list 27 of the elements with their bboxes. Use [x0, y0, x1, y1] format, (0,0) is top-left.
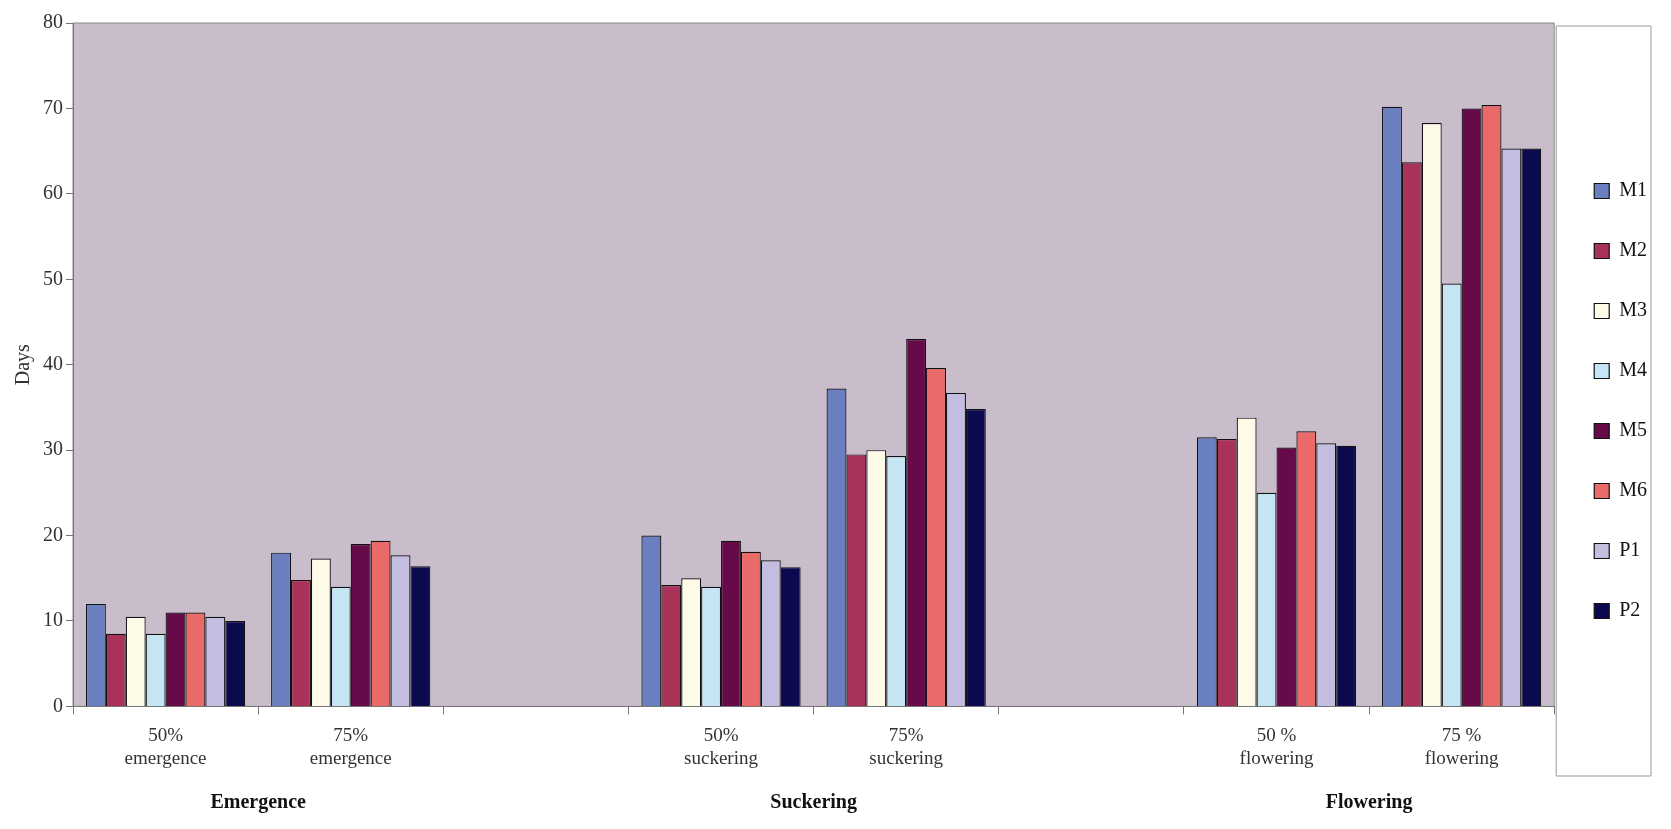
legend-label: M1	[1619, 178, 1648, 201]
x-tick-label: 75% emergence	[309, 723, 392, 768]
legend-label: P1	[1619, 538, 1641, 561]
legend-label: M2	[1619, 238, 1648, 261]
y-tick-label: 40	[43, 351, 63, 374]
y-tick-label: 0	[53, 693, 63, 716]
text: Suckering	[770, 790, 857, 813]
y-tick-label: 60	[43, 181, 63, 204]
legend-label: P2	[1619, 598, 1641, 621]
legend-label: M4	[1619, 358, 1648, 381]
legend-label: M3	[1619, 298, 1648, 321]
y-tick-label: 20	[43, 522, 63, 545]
y-tick-label: 50	[43, 266, 63, 289]
y-axis-title: Days	[11, 343, 35, 386]
x-tick-label: 50% suckering	[684, 723, 759, 768]
text: Flowering	[1325, 790, 1413, 813]
y-tick-label: 30	[43, 437, 63, 460]
x-tick-label: 50 % flowering	[1239, 723, 1314, 768]
y-tick-label: 10	[43, 608, 63, 631]
y-tick-label: 80	[43, 10, 63, 33]
legend-label: M5	[1619, 418, 1648, 441]
x-tick-label: 75% suckering	[869, 723, 944, 768]
legend-label: M6	[1619, 478, 1648, 501]
y-tick-label: 70	[43, 95, 63, 118]
x-tick-label: 75 % flowering	[1424, 723, 1500, 768]
x-tick-label: 50% emergence	[124, 723, 207, 768]
text: Emergence	[210, 790, 307, 813]
